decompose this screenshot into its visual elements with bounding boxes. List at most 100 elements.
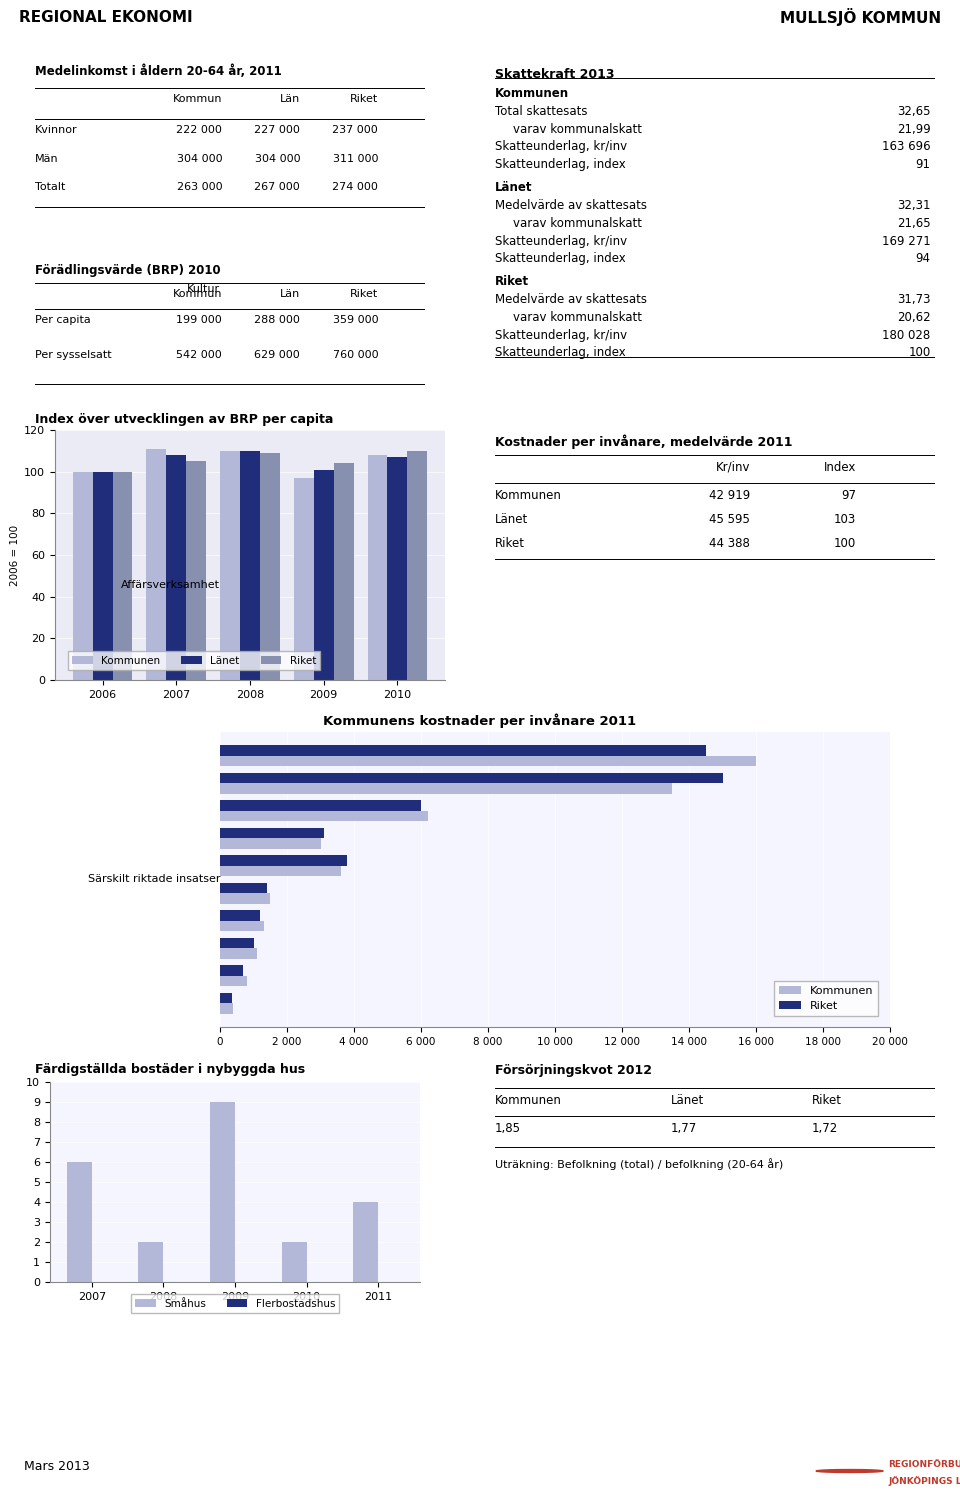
Bar: [220, 1003, 233, 1013]
Text: Riket: Riket: [350, 288, 378, 298]
Bar: [294, 477, 314, 680]
Text: 237 000: 237 000: [332, 125, 378, 136]
Text: 359 000: 359 000: [332, 315, 378, 325]
Text: Kultur: Kultur: [187, 285, 220, 294]
Bar: [314, 470, 334, 680]
Text: Skatteunderlag, kr/inv: Skatteunderlag, kr/inv: [495, 140, 627, 154]
Text: 263 000: 263 000: [177, 182, 222, 192]
Legend: Kommunen, Riket: Kommunen, Riket: [775, 982, 877, 1016]
Bar: [220, 828, 324, 839]
Bar: [407, 451, 427, 680]
Text: 760 000: 760 000: [332, 351, 378, 361]
Text: 21,99: 21,99: [897, 122, 930, 136]
Text: Kommun: Kommun: [173, 94, 222, 104]
Text: Särskilt riktade insatser: Särskilt riktade insatser: [87, 874, 220, 885]
Text: 304 000: 304 000: [254, 154, 300, 164]
Text: Skatteunderlag, kr/inv: Skatteunderlag, kr/inv: [495, 328, 627, 342]
Text: 94: 94: [916, 252, 930, 266]
Bar: [220, 921, 264, 931]
Text: Riket: Riket: [350, 94, 378, 104]
Bar: [220, 756, 756, 767]
Bar: [220, 992, 231, 1003]
Bar: [112, 471, 132, 680]
Bar: [240, 451, 260, 680]
Text: varav kommunalskatt: varav kommunalskatt: [513, 310, 641, 324]
Text: Riket: Riket: [812, 1094, 842, 1107]
Text: 227 000: 227 000: [254, 125, 300, 136]
Bar: [220, 773, 723, 783]
Text: Länet: Länet: [495, 513, 528, 527]
Text: Totalt: Totalt: [35, 182, 65, 192]
Text: 45 595: 45 595: [709, 513, 750, 527]
Text: Kvinnor: Kvinnor: [35, 125, 78, 136]
Bar: [67, 1162, 92, 1282]
Text: Medelinkomst i åldern 20-64 år, 2011: Medelinkomst i åldern 20-64 år, 2011: [35, 64, 281, 78]
Text: Kr/inv: Kr/inv: [716, 461, 750, 474]
Text: MULLSJÖ KOMMUN: MULLSJÖ KOMMUN: [780, 9, 941, 27]
Text: 42 919: 42 919: [708, 489, 750, 501]
Text: 304 000: 304 000: [177, 154, 222, 164]
Text: Uträkning: Befolkning (total) / befolkning (20-64 år): Uträkning: Befolkning (total) / befolkni…: [495, 1158, 783, 1170]
Text: Skattekraft 2013: Skattekraft 2013: [495, 69, 614, 81]
Text: Län: Län: [280, 288, 300, 298]
Text: JÖNKÖPINGS LÄN: JÖNKÖPINGS LÄN: [888, 1477, 960, 1486]
Text: 32,31: 32,31: [897, 198, 930, 212]
Text: 31,73: 31,73: [897, 294, 930, 306]
Text: 44 388: 44 388: [709, 537, 750, 551]
Text: Per sysselsatt: Per sysselsatt: [35, 351, 111, 361]
Bar: [220, 965, 244, 976]
Text: Länet: Länet: [671, 1094, 705, 1107]
Text: 267 000: 267 000: [254, 182, 300, 192]
Text: 1,85: 1,85: [495, 1122, 521, 1134]
Text: 222 000: 222 000: [177, 125, 222, 136]
Text: Riket: Riket: [495, 276, 529, 288]
Bar: [220, 451, 240, 680]
Bar: [388, 457, 407, 680]
Circle shape: [816, 1470, 883, 1473]
Bar: [334, 464, 353, 680]
Text: Kommunens kostnader per invånare 2011: Kommunens kostnader per invånare 2011: [324, 713, 636, 728]
Text: Per capita: Per capita: [35, 315, 91, 325]
Text: Försörjningskvot 2012: Försörjningskvot 2012: [495, 1064, 652, 1077]
Text: Län: Län: [280, 94, 300, 104]
Text: Länet: Länet: [495, 182, 533, 194]
Bar: [260, 454, 280, 680]
Text: Index: Index: [824, 461, 855, 474]
Text: REGIONAL EKONOMI: REGIONAL EKONOMI: [19, 10, 193, 25]
Text: Affärsverksamhet: Affärsverksamhet: [121, 579, 220, 589]
Text: 100: 100: [833, 537, 855, 551]
Text: REGIONFÖRBUNDET: REGIONFÖRBUNDET: [888, 1461, 960, 1470]
Bar: [220, 810, 428, 821]
Text: Kostnader per invånare, medelvärde 2011: Kostnader per invånare, medelvärde 2011: [495, 434, 793, 449]
Text: 199 000: 199 000: [177, 315, 222, 325]
Legend: Småhus, Flerbostadshus: Småhus, Flerbostadshus: [131, 1295, 340, 1313]
Text: Skatteunderlag, kr/inv: Skatteunderlag, kr/inv: [495, 234, 627, 248]
Bar: [220, 746, 706, 756]
Text: Index över utvecklingen av BRP per capita: Index över utvecklingen av BRP per capit…: [35, 413, 333, 427]
Bar: [220, 894, 271, 904]
Text: varav kommunalskatt: varav kommunalskatt: [513, 122, 641, 136]
Bar: [220, 938, 253, 949]
Text: 288 000: 288 000: [254, 315, 300, 325]
Text: 21,65: 21,65: [897, 216, 930, 230]
Text: 32,65: 32,65: [897, 104, 930, 118]
Text: Kommunen: Kommunen: [495, 1094, 562, 1107]
Text: Medelvärde av skattesats: Medelvärde av skattesats: [495, 294, 647, 306]
Text: Medelvärde av skattesats: Medelvärde av skattesats: [495, 198, 647, 212]
Text: Skatteunderlag, index: Skatteunderlag, index: [495, 346, 626, 360]
Text: 97: 97: [841, 489, 855, 501]
Bar: [220, 800, 421, 810]
Text: 1,77: 1,77: [671, 1122, 697, 1134]
Bar: [186, 461, 206, 680]
Bar: [166, 455, 186, 680]
Bar: [220, 839, 321, 849]
Y-axis label: 2006 = 100: 2006 = 100: [10, 524, 20, 585]
Bar: [281, 1241, 306, 1282]
Text: 100: 100: [908, 346, 930, 360]
Text: Män: Män: [35, 154, 59, 164]
Bar: [220, 976, 247, 986]
Bar: [220, 883, 267, 894]
Bar: [220, 783, 672, 794]
Text: Kommunen: Kommunen: [495, 489, 562, 501]
Bar: [138, 1241, 163, 1282]
